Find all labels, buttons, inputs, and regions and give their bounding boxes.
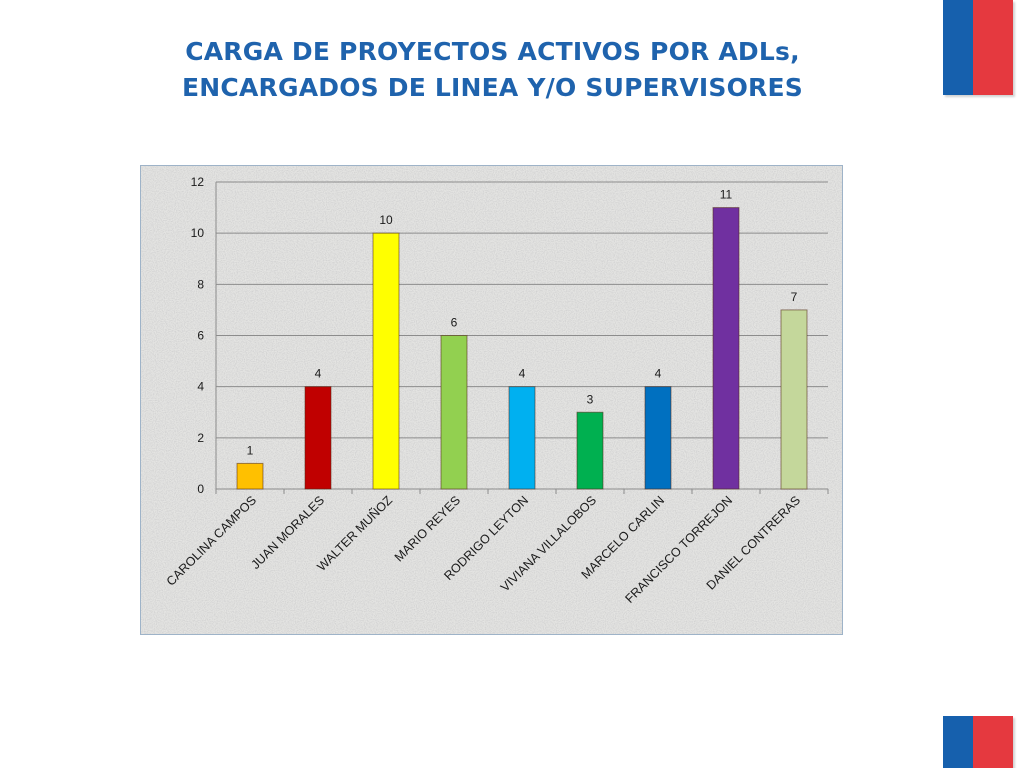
- bar: [780, 309, 808, 490]
- bar: [508, 386, 536, 490]
- slide-title-line-1: CARGA DE PROYECTOS ACTIVOS POR ADLs,: [185, 37, 800, 66]
- flag-blue-stripe: [943, 716, 973, 768]
- flag-red-stripe: [973, 0, 1013, 95]
- y-tick-label: 2: [197, 431, 204, 445]
- slide-title: CARGA DE PROYECTOS ACTIVOS POR ADLs, ENC…: [0, 34, 985, 106]
- bar: [304, 386, 332, 490]
- y-tick-label: 6: [197, 329, 204, 343]
- slide-title-line-2: ENCARGADOS DE LINEA Y/O SUPERVISORES: [182, 73, 803, 102]
- data-label: 3: [587, 392, 594, 406]
- flag-shadow: [943, 716, 1013, 768]
- y-tick-label: 10: [191, 226, 205, 240]
- flag-blue-stripe: [943, 0, 973, 95]
- data-label: 1: [247, 443, 254, 457]
- y-tick-label: 4: [197, 380, 204, 394]
- bar: [712, 207, 740, 490]
- bar: [236, 462, 264, 490]
- flag-decoration-top: [943, 0, 1013, 95]
- data-label: 10: [379, 213, 393, 227]
- y-tick-label: 8: [197, 277, 204, 291]
- bar: [372, 232, 400, 490]
- y-tick-label: 0: [197, 482, 204, 496]
- data-label: 6: [451, 316, 458, 330]
- data-label: 11: [720, 188, 733, 202]
- bar: [644, 386, 672, 490]
- bar: [576, 411, 604, 490]
- data-label: 4: [315, 367, 322, 381]
- data-label: 7: [791, 290, 798, 304]
- chart-frame: 0 2 4 6 8 10 12 1 CAROLINA CAMPOS 4 JUAN MORALES 10…: [140, 165, 843, 635]
- bar: [440, 335, 468, 490]
- flag-shadow: [943, 0, 1013, 95]
- flag-decoration-bottom: [943, 716, 1013, 768]
- data-label: 4: [519, 367, 526, 381]
- data-label: 4: [655, 367, 662, 381]
- flag-red-stripe: [973, 716, 1013, 768]
- y-tick-label: 12: [191, 175, 205, 189]
